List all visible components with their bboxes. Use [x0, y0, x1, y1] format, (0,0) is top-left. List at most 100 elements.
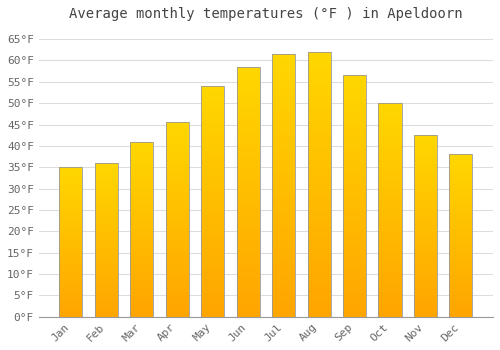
Bar — [343, 114, 366, 119]
Bar — [95, 203, 118, 206]
Bar — [60, 248, 82, 251]
Bar — [236, 247, 260, 252]
Bar — [378, 116, 402, 120]
Bar — [378, 129, 402, 133]
Bar — [308, 121, 330, 126]
Bar — [95, 280, 118, 283]
Bar — [236, 167, 260, 172]
Bar — [414, 259, 437, 262]
Bar — [201, 160, 224, 164]
Bar — [95, 209, 118, 212]
Bar — [378, 244, 402, 248]
Bar — [272, 149, 295, 154]
Bar — [95, 246, 118, 249]
Bar — [378, 266, 402, 270]
Bar — [201, 192, 224, 197]
Bar — [414, 142, 437, 146]
Bar — [343, 158, 366, 162]
Bar — [308, 168, 330, 174]
Bar — [450, 213, 472, 216]
Bar — [343, 283, 366, 288]
Bar — [378, 193, 402, 197]
Bar — [378, 218, 402, 223]
Bar — [60, 209, 82, 212]
Bar — [130, 208, 154, 212]
Bar — [272, 80, 295, 86]
Bar — [414, 186, 437, 190]
Bar — [272, 290, 295, 296]
Bar — [236, 307, 260, 312]
Bar — [378, 304, 402, 308]
Bar — [201, 132, 224, 137]
Bar — [272, 54, 295, 317]
Bar — [414, 150, 437, 153]
Bar — [60, 299, 82, 302]
Bar — [95, 181, 118, 184]
Bar — [414, 182, 437, 186]
Bar — [201, 312, 224, 317]
Bar — [450, 245, 472, 248]
Bar — [414, 255, 437, 259]
Bar — [201, 211, 224, 215]
Bar — [308, 190, 330, 195]
Bar — [414, 266, 437, 270]
Bar — [308, 179, 330, 184]
Bar — [450, 206, 472, 210]
Bar — [95, 240, 118, 243]
Bar — [272, 96, 295, 102]
Bar — [343, 172, 366, 177]
Bar — [166, 196, 189, 200]
Bar — [272, 75, 295, 80]
Bar — [414, 208, 437, 211]
Bar — [95, 271, 118, 274]
Bar — [130, 257, 154, 261]
Bar — [272, 201, 295, 206]
Bar — [201, 238, 224, 243]
Bar — [414, 284, 437, 288]
Bar — [166, 165, 189, 169]
Bar — [95, 194, 118, 197]
Bar — [272, 112, 295, 117]
Bar — [272, 180, 295, 186]
Bar — [378, 253, 402, 257]
Bar — [272, 212, 295, 217]
Bar — [166, 254, 189, 259]
Bar — [343, 182, 366, 187]
Bar — [414, 139, 437, 142]
Bar — [308, 116, 330, 121]
Bar — [201, 215, 224, 220]
Bar — [450, 158, 472, 161]
Bar — [201, 289, 224, 294]
Bar — [166, 177, 189, 181]
Bar — [378, 180, 402, 184]
Bar — [130, 264, 154, 268]
Bar — [450, 271, 472, 275]
Bar — [236, 277, 260, 282]
Bar — [95, 304, 118, 308]
Bar — [450, 200, 472, 203]
Bar — [60, 236, 82, 239]
Bar — [414, 251, 437, 255]
Bar — [272, 206, 295, 212]
Bar — [130, 310, 154, 313]
Bar — [378, 300, 402, 304]
Bar — [343, 119, 366, 124]
Bar — [272, 270, 295, 275]
Bar — [95, 274, 118, 277]
Bar — [308, 57, 330, 63]
Bar — [343, 75, 366, 80]
Bar — [378, 103, 402, 107]
Bar — [378, 150, 402, 154]
Bar — [343, 293, 366, 297]
Bar — [166, 266, 189, 270]
Bar — [130, 278, 154, 282]
Bar — [201, 298, 224, 303]
Bar — [414, 233, 437, 237]
Bar — [201, 234, 224, 238]
Bar — [414, 211, 437, 215]
Bar — [166, 270, 189, 274]
Bar — [450, 190, 472, 194]
Bar — [60, 275, 82, 278]
Bar — [201, 197, 224, 202]
Bar — [343, 312, 366, 317]
